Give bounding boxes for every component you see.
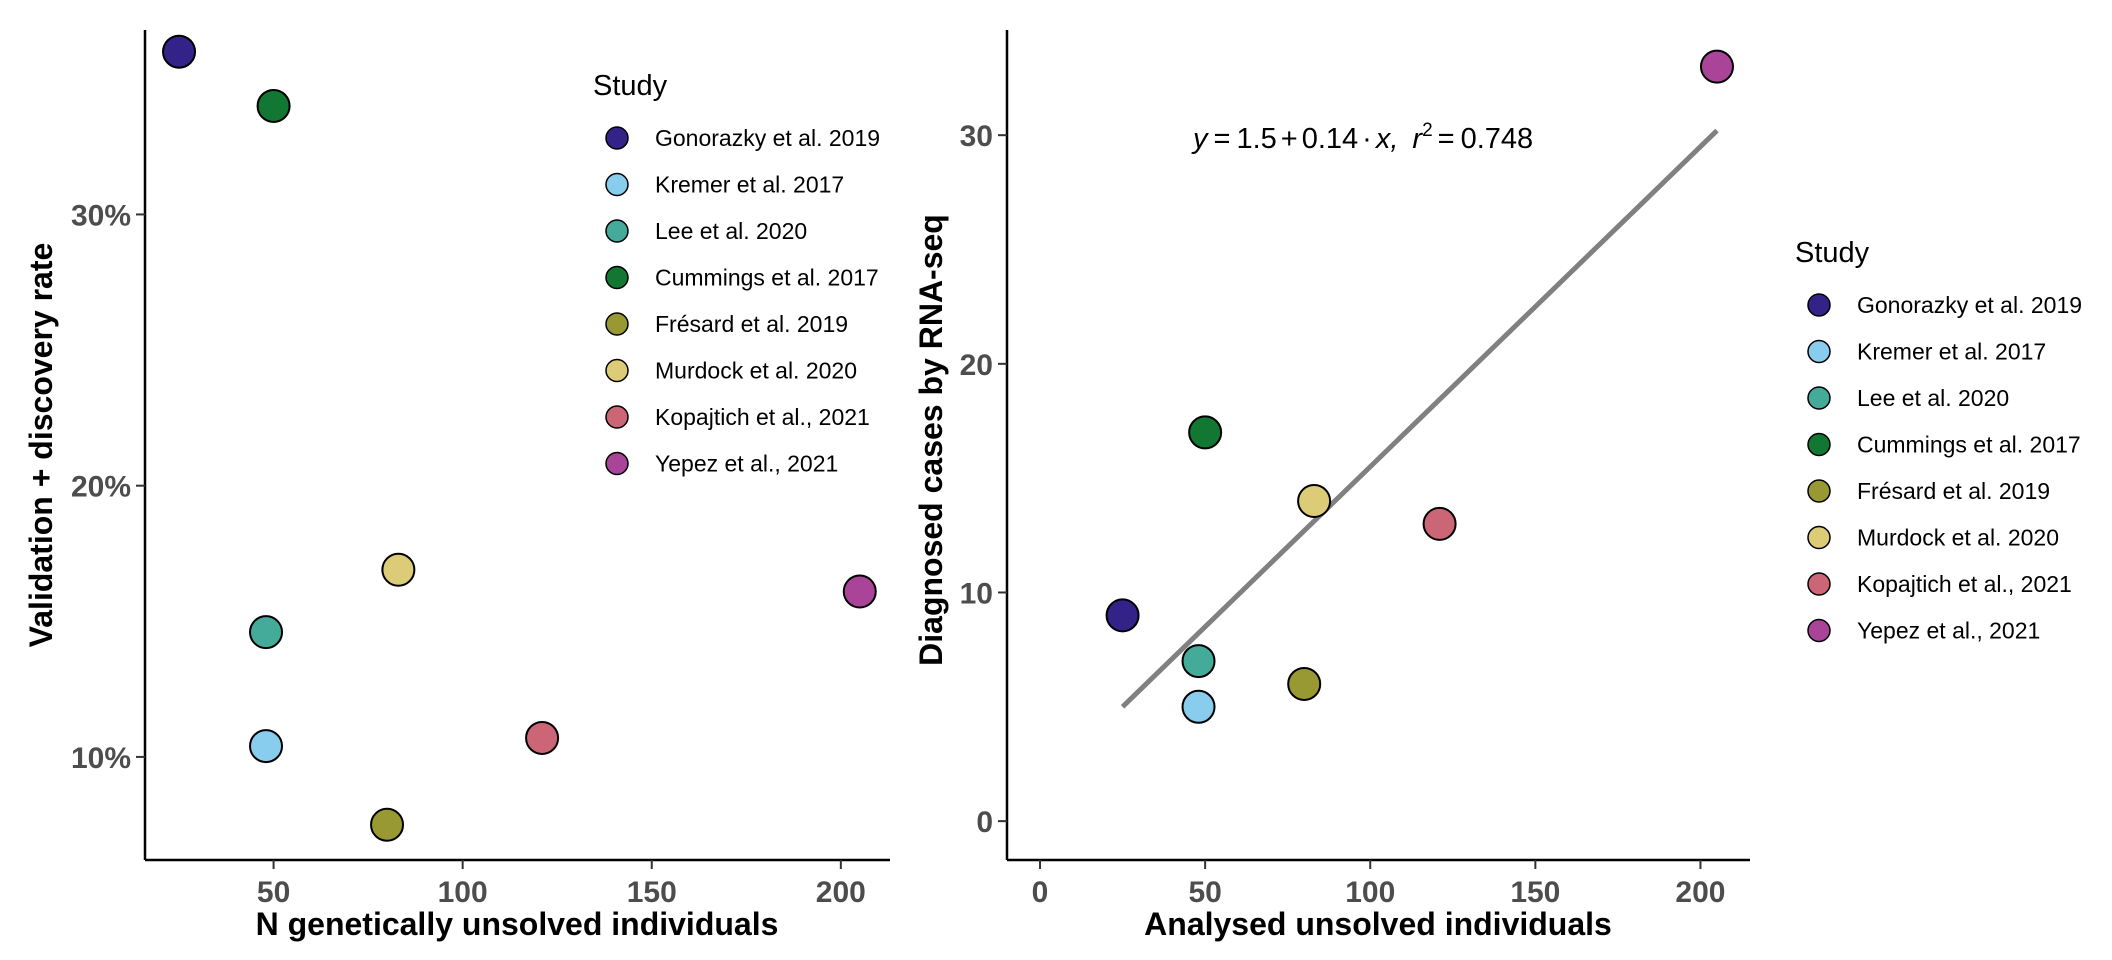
left-data-point xyxy=(256,88,291,123)
eq-r-exponent: 2 xyxy=(1422,120,1433,141)
right-data-point xyxy=(1105,598,1140,633)
right-x-tick-label: 150 xyxy=(1510,876,1560,909)
eq-dot: · xyxy=(1362,123,1372,155)
eq-y-label: y xyxy=(1191,123,1209,155)
eq-slope: 0.14 xyxy=(1302,123,1358,155)
left-legend-key xyxy=(605,219,629,243)
left-data-point xyxy=(249,729,284,764)
left-legend-label: Frésard et al. 2019 xyxy=(655,311,848,337)
right-y-axis-title: Diagnosed cases by RNA-seq xyxy=(913,214,949,666)
right-data-point xyxy=(1422,506,1457,541)
right-legend-key xyxy=(1807,386,1831,410)
right-legend-title: Study xyxy=(1795,237,1870,269)
left-legend-key xyxy=(605,172,629,197)
left-legend-label: Kremer et al. 2017 xyxy=(655,172,844,198)
right-x-tick-label: 100 xyxy=(1345,876,1395,909)
right-legend-label: Yepez et al., 2021 xyxy=(1857,618,2040,644)
left-data-points xyxy=(162,34,877,842)
right-y-tick-label: 10 xyxy=(960,577,993,610)
right-y-tick-label: 0 xyxy=(976,806,993,839)
left-legend-key xyxy=(605,358,629,383)
right-data-point xyxy=(1297,484,1332,519)
right-data-point xyxy=(1188,415,1223,450)
right-legend-label: Kopajtich et al., 2021 xyxy=(1857,571,2072,597)
left-y-tick-label: 20% xyxy=(71,471,131,504)
regression-equation: y = 1.5 +0.14 · x, r2 = 0.748 xyxy=(1191,120,1533,155)
left-x-tick-label: 100 xyxy=(438,876,488,909)
left-scatter-panel: 50 100 150 200 10% 20% 30% N genetically unsol… xyxy=(23,30,890,942)
left-x-tick-label: 200 xyxy=(816,876,866,909)
right-x-tick-label: 0 xyxy=(1032,876,1049,909)
left-legend-label: Yepez et al., 2021 xyxy=(655,451,838,477)
right-legend-key xyxy=(1807,293,1831,317)
right-legend-key xyxy=(1807,432,1831,457)
right-legend-label: Murdock et al. 2020 xyxy=(1857,525,2059,551)
right-data-point xyxy=(1699,49,1734,84)
left-axis-ticks: 50 100 150 200 10% 20% 30% xyxy=(71,199,866,909)
left-legend-label: Gonorazky et al. 2019 xyxy=(655,125,880,151)
left-data-point xyxy=(842,574,877,609)
right-legend-label: Gonorazky et al. 2019 xyxy=(1857,292,2082,318)
right-data-point xyxy=(1181,644,1216,679)
right-y-tick-label: 30 xyxy=(960,120,993,153)
left-legend-label: Murdock et al. 2020 xyxy=(655,358,857,384)
left-legend-key xyxy=(605,312,629,336)
left-data-point xyxy=(162,34,197,69)
left-legend-key xyxy=(605,451,629,476)
left-legend-label: Lee et al. 2020 xyxy=(655,218,807,244)
left-legend-title: Study xyxy=(593,70,668,102)
eq-r-label: r xyxy=(1412,123,1423,155)
right-legend-key xyxy=(1807,618,1831,643)
right-legend-items: Gonorazky et al. 2019 Kremer et al. 2017 L… xyxy=(1807,292,2082,644)
eq-intercept: 1.5 xyxy=(1236,123,1276,155)
right-legend-key xyxy=(1807,572,1831,596)
right-data-point xyxy=(1287,666,1322,701)
left-legend: Study Gonorazky et al. 2019 Kremer et al.… xyxy=(593,70,880,477)
eq-equals: = xyxy=(1214,123,1231,155)
left-x-axis-title: N genetically unsolved individuals xyxy=(256,906,779,942)
right-legend-label: Lee et al. 2020 xyxy=(1857,385,2009,411)
left-x-tick-label: 50 xyxy=(257,876,290,909)
left-data-point xyxy=(381,552,416,587)
right-y-tick-label: 20 xyxy=(960,349,993,382)
right-legend-label: Frésard et al. 2019 xyxy=(1857,478,2050,504)
left-y-axis-title: Validation + discovery rate xyxy=(23,243,59,648)
left-legend-label: Cummings et al. 2017 xyxy=(655,265,879,291)
right-x-tick-label: 50 xyxy=(1188,876,1221,909)
left-legend-key xyxy=(605,126,629,150)
right-x-tick-label: 200 xyxy=(1675,876,1725,909)
left-y-tick-label: 30% xyxy=(71,199,131,232)
right-x-axis-title: Analysed unsolved individuals xyxy=(1144,906,1612,942)
eq-x-label: x, xyxy=(1374,123,1399,155)
right-legend-label: Kremer et al. 2017 xyxy=(1857,339,2046,365)
left-y-tick-label: 10% xyxy=(71,742,131,775)
left-x-tick-label: 150 xyxy=(627,876,677,909)
right-legend-label: Cummings et al. 2017 xyxy=(1857,432,2081,458)
right-axis-ticks: 0 50 100 150 200 0 10 20 30 xyxy=(960,120,1726,909)
right-legend-key xyxy=(1807,479,1831,503)
right-data-point xyxy=(1181,689,1216,724)
left-legend-items: Gonorazky et al. 2019 Kremer et al. 2017 L… xyxy=(605,125,880,477)
eq-r2-value: 0.748 xyxy=(1461,123,1534,155)
right-data-points xyxy=(1105,49,1734,724)
left-legend-key xyxy=(605,405,629,429)
left-data-point xyxy=(370,807,405,842)
left-data-point xyxy=(249,615,284,650)
eq-plus: + xyxy=(1281,123,1298,155)
right-legend-key xyxy=(1807,525,1831,550)
regression-line xyxy=(1120,128,1719,709)
left-data-point xyxy=(525,720,560,755)
right-legend-key xyxy=(1807,339,1831,364)
right-legend: Study Gonorazky et al. 2019 Kremer et al.… xyxy=(1795,237,2082,644)
left-legend-label: Kopajtich et al., 2021 xyxy=(655,404,870,430)
eq-r-equals: = xyxy=(1438,123,1455,155)
left-legend-key xyxy=(605,265,629,290)
